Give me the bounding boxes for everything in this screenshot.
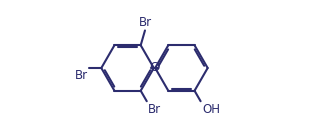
Text: Br: Br <box>148 103 161 116</box>
Text: Br: Br <box>138 16 151 29</box>
Text: O: O <box>149 61 160 75</box>
Text: Br: Br <box>75 69 88 82</box>
Text: OH: OH <box>202 103 220 116</box>
